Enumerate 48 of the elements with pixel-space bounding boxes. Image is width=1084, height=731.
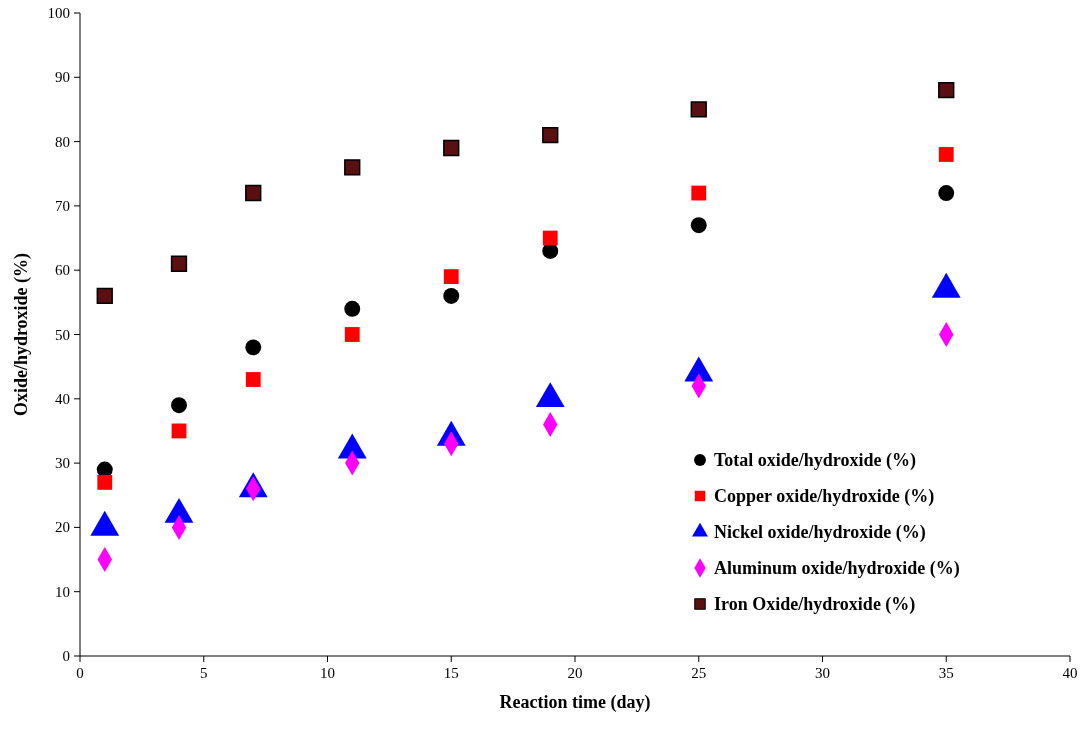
point xyxy=(245,184,262,202)
x-tick-label: 30 xyxy=(815,665,830,681)
point xyxy=(690,101,707,118)
point xyxy=(542,230,558,246)
point xyxy=(97,474,113,490)
point xyxy=(938,185,955,201)
legend-label: Nickel oxide/hydroxide (%) xyxy=(714,522,926,543)
point xyxy=(690,217,707,234)
y-tick-label: 80 xyxy=(55,133,70,150)
point xyxy=(691,185,707,201)
point xyxy=(171,397,187,414)
x-tick-label: 5 xyxy=(200,665,208,681)
y-tick-label: 0 xyxy=(62,648,70,664)
legend-label: Copper oxide/hydroxide (%) xyxy=(714,486,935,507)
point xyxy=(96,287,113,305)
y-tick-label: 10 xyxy=(55,583,70,600)
y-tick-label: 30 xyxy=(55,455,70,472)
point xyxy=(245,339,262,356)
point xyxy=(344,300,361,317)
point xyxy=(443,269,459,285)
legend-label: Total oxide/hydroxide (%) xyxy=(714,450,917,471)
x-tick-label: 35 xyxy=(938,665,954,681)
x-tick-label: 10 xyxy=(320,665,335,681)
x-tick-label: 0 xyxy=(76,665,84,681)
point xyxy=(245,372,261,387)
y-tick-label: 70 xyxy=(55,197,70,214)
y-tick-label: 90 xyxy=(55,69,70,86)
y-tick-label: 40 xyxy=(55,390,70,407)
y-axis-title: Oxide/hydroxide (%) xyxy=(11,252,32,417)
point xyxy=(443,287,460,304)
x-tick-label: 40 xyxy=(1062,665,1078,681)
x-axis-title: Reaction time (day) xyxy=(499,692,651,713)
point xyxy=(344,327,360,342)
y-tick-label: 60 xyxy=(55,262,70,279)
x-tick-label: 15 xyxy=(443,665,459,681)
point xyxy=(938,81,955,99)
x-tick-label: 25 xyxy=(691,665,707,681)
x-tick-label: 20 xyxy=(567,665,583,681)
y-tick-label: 100 xyxy=(47,5,70,21)
legend-label: Iron Oxide/hydroxide (%) xyxy=(714,594,916,615)
point xyxy=(542,127,559,144)
y-tick-label: 50 xyxy=(55,326,70,343)
legend-label: Aluminum oxide/hydroxide (%) xyxy=(714,558,960,579)
point xyxy=(344,159,361,176)
point xyxy=(170,255,188,272)
point xyxy=(443,139,460,157)
y-tick-label: 20 xyxy=(55,519,70,536)
point xyxy=(938,147,954,162)
